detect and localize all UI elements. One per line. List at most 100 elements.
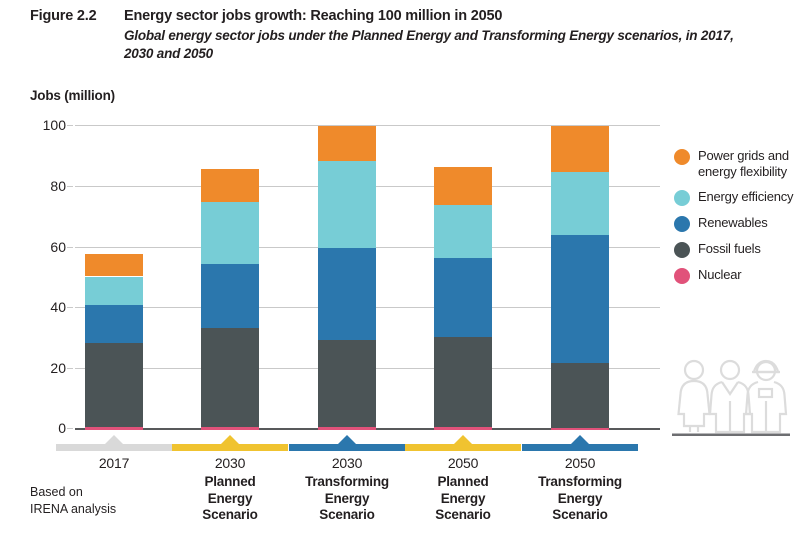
bar-2050-planned-segment-renewables[interactable]: [434, 258, 492, 338]
bar-2017[interactable]: [85, 126, 143, 430]
bar-2030-transforming-segment-renewables[interactable]: [318, 247, 376, 341]
bar-2050-planned-segment-power-grids[interactable]: [434, 167, 492, 206]
bar-2050-transforming-segment-power-grids[interactable]: [551, 126, 609, 172]
y-tick-label-60: 60: [50, 238, 66, 255]
y-tick-dash-20: [67, 368, 73, 370]
scenario-markers: [0, 435, 800, 451]
x-axis-scenario-line: Planned: [437, 474, 489, 490]
x-axis-label-bar-2030-planned: 2030 Planned Energy Scenario: [165, 455, 295, 523]
legend-item-power-grids[interactable]: Power grids and energy flexibility: [674, 148, 794, 180]
y-tick-label-0: 0: [58, 420, 66, 436]
scenario-marker-bar: [522, 444, 638, 451]
bar-2050-planned-segment-fossil-fuels[interactable]: [434, 337, 492, 427]
scenario-marker-triangle: [454, 435, 472, 444]
bar-2030-planned-segment-nuclear[interactable]: [201, 426, 259, 430]
scenario-marker-bar-2050-transforming: [522, 435, 638, 451]
y-axis-title: Jobs (million): [30, 88, 115, 103]
x-axis-scenario-line: Scenario: [435, 507, 491, 523]
scenario-marker-bar-2030-transforming: [289, 435, 405, 451]
x-axis-year: 2017: [98, 455, 130, 471]
x-axis-scenario-line: Planned: [204, 474, 256, 490]
chart-plot-area: 0 20 40 60 80 100: [43, 117, 660, 436]
legend-item-fossil-fuels[interactable]: Fossil fuels: [674, 241, 794, 258]
bar-2017-segment-energy-efficiency[interactable]: [85, 276, 143, 306]
bar-2050-planned-segment-energy-efficiency[interactable]: [434, 205, 492, 259]
x-axis-scenario-line: Scenario: [202, 507, 258, 523]
legend-swatch-renewables: [674, 215, 690, 232]
page-title: Energy sector jobs growth: Reaching 100 …: [124, 8, 503, 24]
y-tick-label-20: 20: [50, 360, 66, 377]
bar-2050-transforming-segment-nuclear[interactable]: [551, 427, 609, 430]
bar-2017-segment-fossil-fuels[interactable]: [85, 343, 143, 427]
x-axis-year: 2030: [214, 455, 246, 471]
scenario-marker-bar: [172, 444, 288, 451]
bar-2050-transforming-segment-fossil-fuels[interactable]: [551, 363, 609, 428]
bar-2030-transforming[interactable]: [318, 126, 376, 430]
bar-2017-segment-renewables[interactable]: [85, 305, 143, 344]
x-axis-scenario-line: Energy: [440, 490, 486, 506]
legend-item-energy-efficiency[interactable]: Energy efficiency: [674, 189, 794, 206]
legend-swatch-power-grids: [674, 149, 690, 165]
x-axis-scenario-line: Transforming: [305, 474, 389, 490]
figure-subtitle: Global energy sector jobs under the Plan…: [124, 28, 734, 62]
y-tick-label-80: 80: [50, 177, 66, 194]
scenario-marker-bar: [56, 444, 172, 451]
bar-2030-transforming-segment-fossil-fuels[interactable]: [318, 340, 376, 427]
scenario-marker-bar: [289, 444, 405, 451]
source-note: Based on IRENA analysis: [30, 484, 116, 518]
legend-item-renewables[interactable]: Renewables: [674, 215, 794, 232]
x-axis-scenario-line: Transforming: [538, 474, 622, 490]
source-note-line-2: IRENA analysis: [30, 501, 117, 516]
legend-swatch-energy-efficiency: [674, 189, 690, 206]
y-tick-dash-60: [67, 246, 73, 248]
bar-2050-transforming[interactable]: [551, 126, 609, 430]
x-axis-scenario-line: Energy: [557, 490, 603, 506]
bar-2050-planned[interactable]: [434, 126, 492, 430]
x-axis-scenario-line: Energy: [207, 490, 253, 506]
chart-legend: Power grids and energy flexibility Energy…: [674, 148, 794, 293]
x-axis-scenario-line: Energy: [324, 490, 370, 506]
bar-2030-planned[interactable]: [201, 126, 259, 430]
bar-2030-planned-segment-energy-efficiency[interactable]: [201, 202, 259, 265]
x-axis-label-bar-2030-transforming: 2030 Transforming Energy Scenario: [282, 455, 412, 523]
legend-label-nuclear: Nuclear: [698, 266, 742, 282]
scenario-marker-triangle: [571, 435, 589, 444]
figure-number: Figure 2.2: [30, 8, 97, 24]
bar-2017-segment-power-grids[interactable]: [85, 253, 143, 277]
x-axis-year: 2050: [564, 455, 596, 471]
legend-label-fossil-fuels: Fossil fuels: [698, 240, 761, 256]
x-axis-label-bar-2050-planned: 2050 Planned Energy Scenario: [398, 455, 528, 523]
bar-2030-transforming-segment-energy-efficiency[interactable]: [318, 160, 376, 248]
bar-2030-transforming-segment-nuclear[interactable]: [318, 426, 376, 430]
three-people-icon: [672, 356, 790, 436]
x-axis-year: 2030: [331, 455, 363, 471]
bar-2030-planned-segment-renewables[interactable]: [201, 264, 259, 329]
legend-item-nuclear[interactable]: Nuclear: [674, 267, 794, 284]
y-tick-dash-0: [67, 428, 73, 429]
x-axis-scenario-line: Scenario: [552, 507, 608, 523]
bar-2050-transforming-segment-renewables[interactable]: [551, 235, 609, 364]
gridline-100: 100: [43, 117, 660, 133]
bar-2030-planned-segment-fossil-fuels[interactable]: [201, 328, 259, 427]
legend-label-power-grids: Power grids and energy flexibility: [698, 148, 789, 179]
bar-2030-planned-segment-power-grids[interactable]: [201, 168, 259, 202]
source-note-line-1: Based on: [30, 485, 83, 499]
legend-label-renewables: Renewables: [698, 214, 768, 230]
figure-header: Figure 2.2 Energy sector jobs growth: Re…: [30, 8, 780, 63]
bar-2050-transforming-segment-energy-efficiency[interactable]: [551, 171, 609, 236]
legend-swatch-fossil-fuels: [674, 241, 690, 258]
scenario-marker-triangle: [221, 435, 239, 444]
x-axis-year: 2050: [447, 455, 479, 471]
y-tick-dash-100: [67, 125, 73, 126]
y-tick-dash-40: [67, 307, 73, 309]
scenario-marker-bar-2050-planned: [405, 435, 521, 451]
x-axis-label-bar-2017: 2017: [49, 455, 179, 474]
bar-2017-segment-nuclear[interactable]: [85, 426, 143, 430]
figure-title-row: Figure 2.2 Energy sector jobs growth: Re…: [30, 8, 780, 24]
bar-2030-transforming-segment-power-grids[interactable]: [318, 126, 376, 161]
bar-2050-planned-segment-nuclear[interactable]: [434, 426, 492, 430]
legend-label-energy-efficiency: Energy efficiency: [698, 188, 794, 204]
scenario-marker-triangle: [105, 435, 123, 444]
scenario-marker-bar-2017: [56, 435, 172, 451]
x-axis-scenario-line: Scenario: [319, 507, 375, 523]
